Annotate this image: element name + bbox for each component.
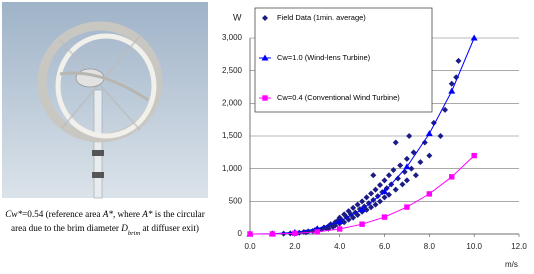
legend-box — [254, 7, 433, 113]
legend-marker — [262, 15, 268, 21]
marker-square — [292, 230, 298, 237]
caption-line: Cw*=0.54 (reference area A*, where A* is… — [5, 209, 205, 219]
marker-diamond — [381, 177, 388, 184]
y-tick-label: 0 — [238, 229, 243, 238]
marker-diamond — [390, 166, 397, 173]
marker-diamond — [368, 204, 375, 211]
marker-diamond — [392, 139, 399, 146]
caption-text: brim — [128, 230, 141, 237]
marker-diamond — [437, 133, 444, 139]
marker-square — [449, 174, 455, 180]
marker-square — [314, 229, 320, 235]
photo — [2, 2, 208, 199]
marker-diamond — [359, 198, 366, 205]
y-tick-label: 500 — [229, 196, 243, 205]
marker-square — [426, 191, 433, 197]
marker-diamond — [372, 186, 379, 193]
y-tick-label: 2,000 — [222, 98, 243, 107]
marker-diamond — [417, 159, 424, 166]
marker-diamond — [397, 162, 404, 169]
caption-text: at diffuser exit) — [140, 223, 199, 233]
x-tick-label: 2.0 — [289, 242, 301, 251]
marker-diamond — [412, 172, 419, 179]
caption-text: A* — [141, 209, 153, 219]
marker-diamond — [363, 194, 370, 201]
marker-diamond — [448, 80, 455, 87]
marker-diamond — [421, 139, 428, 146]
legend-label: Field Data (1min. average) — [277, 13, 366, 22]
marker-triangle — [425, 130, 433, 137]
marker-diamond — [394, 175, 401, 182]
marker-square — [247, 231, 253, 237]
marker-square — [359, 221, 365, 227]
marker-diamond — [354, 212, 361, 219]
marker-diamond — [442, 106, 449, 113]
marker-diamond — [403, 155, 410, 162]
legend-label: Cw=1.0 (Wind-lens Turbine) — [277, 53, 371, 62]
caption-text: D — [120, 223, 128, 233]
marker-diamond — [372, 201, 379, 208]
marker-triangle — [336, 217, 344, 224]
caption-line: area due to the brim diameter Dbrim at d… — [11, 223, 199, 237]
marker-diamond — [377, 182, 384, 188]
y-tick-label: 1,000 — [222, 164, 243, 173]
chart: 0 500 1,000 1,500 2,000 2,500 3,000 0.0 2.0 4.0 6.… — [222, 7, 527, 251]
legend-marker — [262, 95, 268, 101]
marker-triangle — [448, 87, 456, 94]
x-tick-label: 8.0 — [424, 242, 436, 251]
y-tick-label: 1,500 — [222, 131, 243, 140]
marker-diamond — [399, 181, 406, 188]
marker-diamond — [406, 133, 413, 139]
x-tick-label: 10.0 — [466, 242, 482, 251]
marker-diamond — [345, 216, 352, 223]
caption-text: =0.54 (reference area — [22, 209, 103, 219]
x-tick-label: 4.0 — [334, 242, 346, 251]
marker-diamond — [354, 201, 361, 208]
x-tick-label: 12.0 — [511, 242, 527, 251]
marker-diamond — [377, 198, 384, 205]
marker-diamond — [350, 214, 357, 221]
y-tick-label: 2,500 — [222, 66, 243, 75]
caption-text: , where — [113, 209, 142, 219]
marker-square — [381, 214, 388, 220]
marker-triangle — [381, 188, 388, 195]
caption-text: area due to the brim diameter — [11, 223, 121, 233]
marker-diamond — [381, 194, 388, 201]
marker-diamond — [426, 152, 433, 159]
marker-diamond — [408, 165, 415, 172]
marker-square — [336, 226, 343, 232]
marker-square — [269, 231, 276, 237]
marker-diamond — [403, 177, 410, 184]
x-tick-label: 6.0 — [379, 242, 391, 251]
legend-marker — [261, 54, 269, 61]
x-unit: m/s — [505, 260, 518, 269]
marker-diamond — [368, 190, 375, 197]
marker-triangle — [358, 206, 366, 212]
marker-diamond — [385, 172, 392, 179]
caption-text: is the circular — [153, 209, 205, 219]
caption-text: A* — [102, 209, 114, 219]
legend-label: Cw=0.4 (Conventional Wind Turbine) — [277, 93, 400, 102]
caption-text: Cw* — [5, 209, 22, 219]
marker-triangle — [403, 163, 411, 170]
marker-square — [471, 152, 477, 159]
y-unit: W — [233, 12, 242, 22]
marker-diamond — [392, 186, 399, 193]
marker-triangle — [470, 34, 478, 41]
y-tick-label: 3,000 — [222, 33, 243, 42]
marker-diamond — [455, 57, 462, 64]
marker-square — [404, 204, 410, 210]
x-tick-label: 0.0 — [244, 242, 256, 251]
marker-diamond — [370, 172, 377, 179]
marker-diamond — [332, 222, 339, 229]
marker-diamond — [350, 204, 357, 211]
